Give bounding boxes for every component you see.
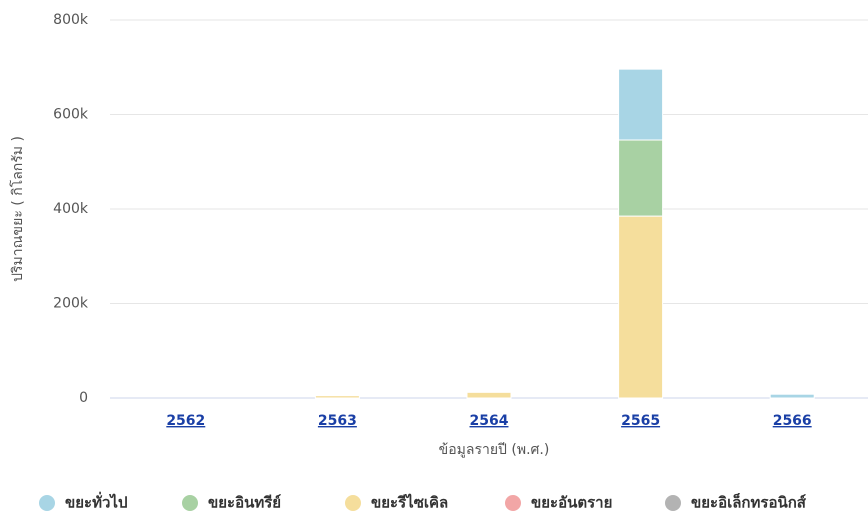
bar-segment [618, 215, 664, 399]
x-tick-label[interactable]: 2566 [773, 413, 812, 429]
legend-marker[interactable] [39, 495, 55, 511]
bar-segment [314, 395, 360, 399]
bar-segment [769, 393, 815, 399]
y-tick-label: 400k [53, 201, 89, 217]
legend-label[interactable]: ขยะรีไซเคิล [371, 493, 448, 512]
x-tick-label[interactable]: 2562 [166, 413, 205, 429]
legend-label[interactable]: ขยะทั่วไป [65, 492, 127, 512]
bar-segment [618, 68, 664, 141]
legend-label[interactable]: ขยะอันตราย [531, 494, 612, 512]
y-tick-label: 600k [53, 107, 89, 123]
legend-label[interactable]: ขยะอินทรีย์ [208, 494, 281, 512]
bar-segment [618, 139, 664, 217]
legend-marker[interactable] [505, 495, 521, 511]
x-tick-label[interactable]: 2564 [470, 413, 509, 429]
x-axis-title: ข้อมูลรายปี (พ.ศ.) [439, 442, 550, 458]
y-tick-label: 800k [53, 12, 89, 28]
legend-marker[interactable] [345, 495, 361, 511]
legend-marker[interactable] [182, 495, 198, 511]
x-tick-label[interactable]: 2565 [621, 413, 660, 429]
y-tick-label: 0 [79, 390, 88, 406]
x-tick-label[interactable]: 2563 [318, 413, 357, 429]
y-tick-label: 200k [53, 296, 89, 312]
legend-label[interactable]: ขยะอิเล็กทรอนิกส์ [691, 493, 807, 512]
bar-segment [466, 391, 512, 399]
y-axis-title: ปริมาณขยะ ( กิโลกรัม ) [9, 136, 26, 282]
legend-marker[interactable] [665, 495, 681, 511]
